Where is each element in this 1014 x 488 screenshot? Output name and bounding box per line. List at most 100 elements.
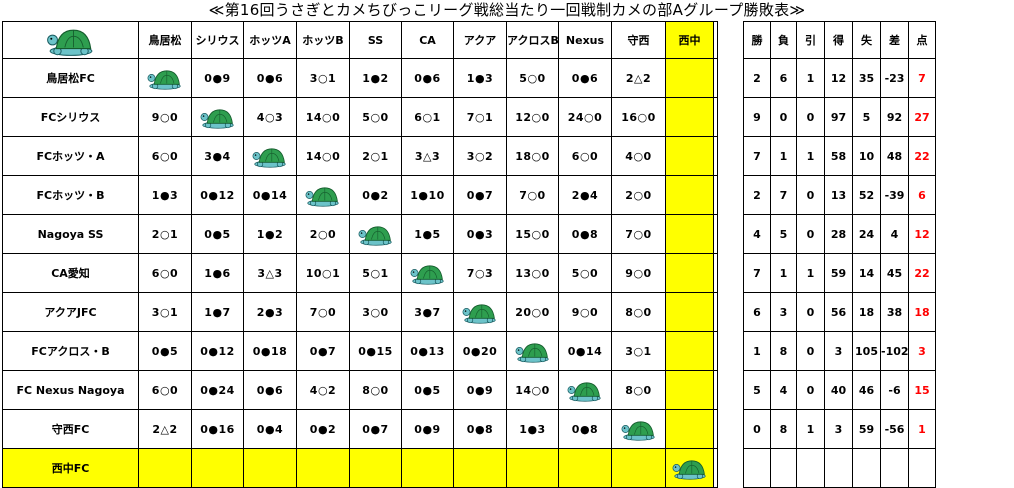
stat-header: 差 — [880, 21, 909, 59]
self-match-cell — [138, 58, 192, 98]
stat-header: 得 — [824, 21, 853, 59]
match-result: 14○0 — [296, 97, 350, 137]
column-gap — [717, 370, 744, 410]
team-name: FCシリウス — [2, 97, 139, 137]
match-result — [191, 448, 244, 488]
stat-value — [880, 448, 909, 488]
stat-value: 3 — [770, 292, 797, 332]
stat-value: 0 — [796, 175, 825, 215]
team-name: CA愛知 — [2, 253, 139, 293]
match-result: 7○3 — [453, 253, 507, 293]
match-result — [665, 97, 714, 137]
match-result: 3○1 — [611, 331, 666, 371]
match-result: 8○0 — [611, 370, 666, 410]
match-result: 1●3 — [138, 175, 192, 215]
stat-value: 1 — [770, 253, 797, 293]
stat-value: 105 — [852, 331, 881, 371]
stat-value: 52 — [852, 175, 881, 215]
stat-value: 46 — [852, 370, 881, 410]
match-result — [665, 292, 714, 332]
turtle-icon — [252, 148, 286, 168]
stat-value: 18 — [852, 292, 881, 332]
match-result: 10○1 — [296, 253, 350, 293]
stat-value: 0 — [796, 214, 825, 254]
stat-value: 1 — [796, 58, 825, 98]
match-result — [665, 58, 714, 98]
match-result: 7○0 — [611, 214, 666, 254]
self-match-cell — [401, 253, 454, 293]
stat-value: 4 — [880, 214, 909, 254]
match-result: 4○0 — [611, 136, 666, 176]
stat-value: 3 — [824, 331, 853, 371]
logo-cell — [2, 21, 139, 59]
match-result: 16○0 — [611, 97, 666, 137]
match-result: 24○0 — [558, 97, 612, 137]
stat-value: 1 — [796, 253, 825, 293]
stat-value: 5 — [770, 214, 797, 254]
opponent-header: 鳥居松 — [138, 21, 192, 59]
points-value — [908, 448, 936, 488]
stat-value: 3 — [824, 409, 853, 449]
turtle-icon — [515, 343, 549, 363]
stat-value: 0 — [796, 331, 825, 371]
match-result: 2●3 — [243, 292, 297, 332]
match-result: 0●6 — [558, 58, 612, 98]
self-match-cell — [349, 214, 402, 254]
match-result: 2●4 — [558, 175, 612, 215]
opponent-header: CA — [401, 21, 454, 59]
match-result — [665, 136, 714, 176]
opponent-header: シリウス — [191, 21, 244, 59]
match-result: 0●9 — [191, 58, 244, 98]
match-result: 5○0 — [558, 253, 612, 293]
match-result: 2○1 — [349, 136, 402, 176]
points-value: 7 — [908, 58, 936, 98]
match-result: 7○0 — [296, 292, 350, 332]
match-result: 9○0 — [138, 97, 192, 137]
stat-value: 56 — [824, 292, 853, 332]
table-row: 西中FC — [2, 448, 936, 488]
column-gap — [717, 292, 744, 332]
match-result: 8○0 — [611, 292, 666, 332]
match-result: 1●3 — [506, 409, 559, 449]
team-name: 鳥居松FC — [2, 58, 139, 98]
stat-value: -6 — [880, 370, 909, 410]
column-gap — [717, 97, 744, 137]
self-match-cell — [453, 292, 507, 332]
team-name: 守西FC — [2, 409, 139, 449]
turtle-icon — [147, 70, 181, 90]
column-gap — [717, 136, 744, 176]
stat-value — [743, 448, 771, 488]
match-result: 0●18 — [243, 331, 297, 371]
match-result: 20○0 — [506, 292, 559, 332]
stat-value: 2 — [743, 175, 771, 215]
match-result: 6○1 — [401, 97, 454, 137]
self-match-cell — [665, 448, 714, 488]
points-value: 27 — [908, 97, 936, 137]
turtle-icon — [462, 304, 496, 324]
match-result: 0●2 — [296, 409, 350, 449]
column-gap — [717, 214, 744, 254]
match-result: 14○0 — [506, 370, 559, 410]
match-result: 9○0 — [611, 253, 666, 293]
match-result: 0●5 — [191, 214, 244, 254]
team-name: Nagoya SS — [2, 214, 139, 254]
team-name: FCホッツ・B — [2, 175, 139, 215]
points-value: 1 — [908, 409, 936, 449]
stat-value: 59 — [852, 409, 881, 449]
match-result: 3△3 — [401, 136, 454, 176]
match-result: 0●8 — [558, 214, 612, 254]
match-result: 3○0 — [349, 292, 402, 332]
standings-table: 鳥居松 シリウス ホッツA ホッツB SS CA アクア アクロスB Nexus 守西 西中勝負引得… — [2, 21, 936, 488]
match-result: 5○1 — [349, 253, 402, 293]
match-result: 0●7 — [296, 331, 350, 371]
match-result: 6○0 — [138, 253, 192, 293]
match-result: 0●14 — [558, 331, 612, 371]
match-result: 4○3 — [243, 97, 297, 137]
team-name: アクアJFC — [2, 292, 139, 332]
match-result — [401, 448, 454, 488]
match-result: 0●6 — [401, 58, 454, 98]
stat-value — [824, 448, 853, 488]
match-result — [611, 448, 666, 488]
table-row: FCホッツ・B 1●3 0●12 0●14 0●2 1●10 0●7 7○0 2●4 2○0 2 7 0… — [2, 175, 936, 215]
match-result — [665, 331, 714, 371]
